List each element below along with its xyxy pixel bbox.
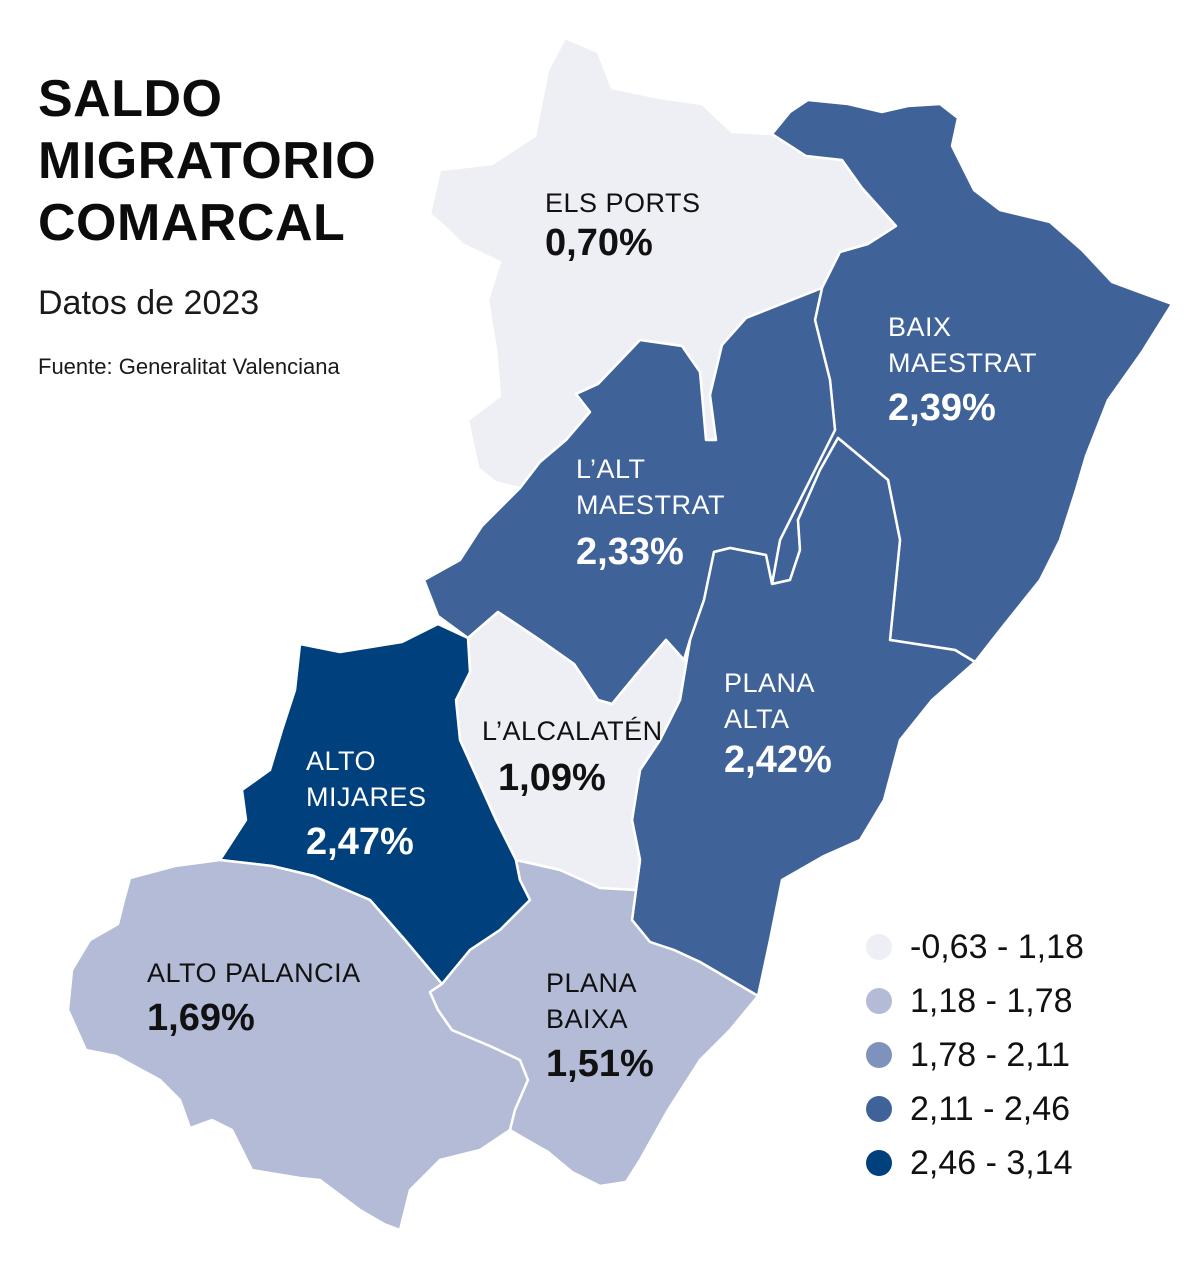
legend-item: 1,78 - 2,11 <box>866 1028 1084 1082</box>
legend-label: 2,11 - 2,46 <box>910 1089 1071 1128</box>
region-value: 0,70% <box>545 222 653 264</box>
region-value: 1,09% <box>498 757 606 799</box>
title-line-1: SALDO <box>38 70 223 128</box>
legend-label: 2,46 - 3,14 <box>910 1143 1073 1182</box>
legend-item: 2,11 - 2,46 <box>866 1082 1084 1136</box>
region-name: ELS PORTS <box>545 188 701 218</box>
region-name: MAESTRAT <box>576 490 725 520</box>
region-value: 2,39% <box>888 387 996 429</box>
region-label-alto-palancia: ALTO PALANCIA 1,69% <box>147 958 361 1039</box>
legend-label: -0,63 - 1,18 <box>910 927 1084 966</box>
legend-item: 2,46 - 3,14 <box>866 1136 1084 1190</box>
region-name: MAESTRAT <box>888 348 1037 378</box>
legend-item: -0,63 - 1,18 <box>866 920 1084 974</box>
map-title: SALDO MIGRATORIO COMARCAL <box>38 68 376 254</box>
region-name: BAIXA <box>546 1004 628 1034</box>
title-line-2: MIGRATORIO <box>38 132 377 190</box>
legend-label: 1,78 - 2,11 <box>910 1035 1071 1074</box>
region-name: L’ALT <box>576 454 646 484</box>
region-plana-baixa[interactable] <box>428 858 760 1188</box>
region-label-plana-baixa: PLANA BAIXA 1,51% <box>546 968 654 1085</box>
legend-swatch <box>866 1042 892 1068</box>
region-name: ALTA <box>724 704 790 734</box>
region-label-alto-mijares: ALTO MIJARES 2,47% <box>306 746 427 863</box>
title-line-3: COMARCAL <box>38 194 346 252</box>
region-name: ALTO <box>306 746 376 776</box>
region-name: ALTO PALANCIA <box>147 958 361 988</box>
legend-label: 1,18 - 1,78 <box>910 981 1073 1020</box>
region-name: MIJARES <box>306 782 427 812</box>
region-value: 1,69% <box>147 997 255 1039</box>
region-name: BAIX <box>888 312 952 342</box>
region-name: L’ALCALATÉN <box>482 716 663 746</box>
region-label-alt-maestrat: L’ALT MAESTRAT 2,33% <box>576 454 725 573</box>
region-name: PLANA <box>546 968 637 998</box>
region-value: 2,33% <box>576 531 684 573</box>
legend-swatch <box>866 1096 892 1122</box>
legend: -0,63 - 1,18 1,18 - 1,78 1,78 - 2,11 2,1… <box>866 920 1084 1190</box>
region-value: 1,51% <box>546 1043 654 1085</box>
region-name: PLANA <box>724 668 815 698</box>
legend-item: 1,18 - 1,78 <box>866 974 1084 1028</box>
legend-swatch <box>866 1150 892 1176</box>
region-value: 2,42% <box>724 739 832 781</box>
legend-swatch <box>866 988 892 1014</box>
region-label-els-ports: ELS PORTS 0,70% <box>545 188 701 264</box>
region-label-baix-maestrat: BAIX MAESTRAT 2,39% <box>888 312 1037 429</box>
map-subtitle: Datos de 2023 <box>38 284 260 322</box>
region-alto-palancia[interactable] <box>66 858 530 1232</box>
region-label-plana-alta: PLANA ALTA 2,42% <box>724 668 832 781</box>
data-source: Fuente: Generalitat Valenciana <box>38 354 340 379</box>
legend-swatch <box>866 934 892 960</box>
region-label-alcalaten: L’ALCALATÉN 1,09% <box>482 716 663 799</box>
region-value: 2,47% <box>306 821 414 863</box>
